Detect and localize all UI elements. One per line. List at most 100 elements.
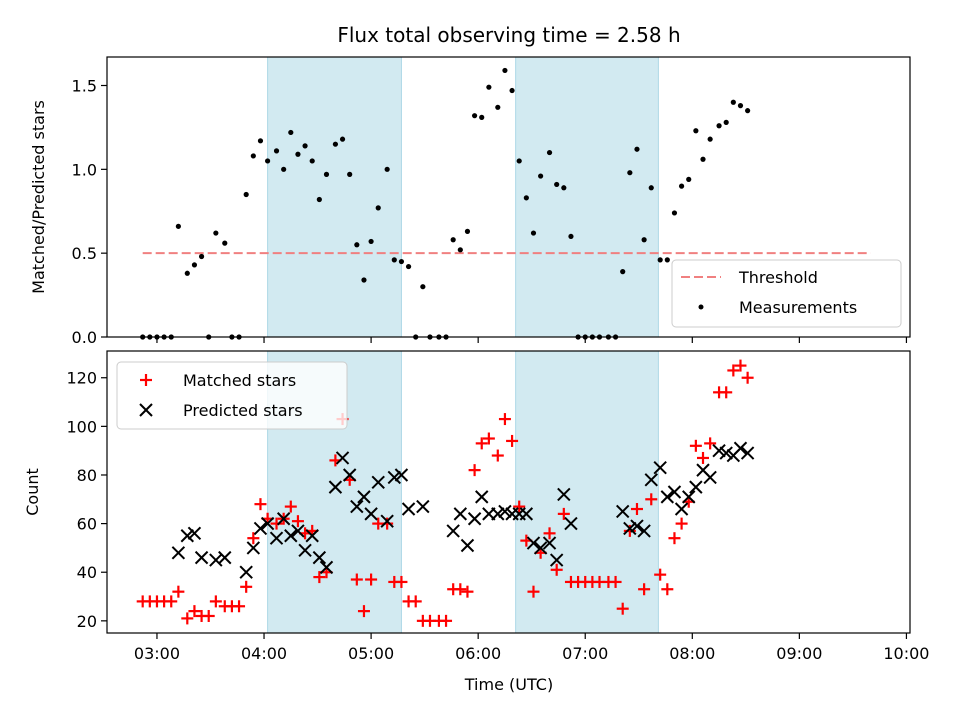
measurement-point xyxy=(634,146,640,152)
matched-legend-swatch xyxy=(140,374,152,386)
matched-star-point xyxy=(491,449,504,462)
chart-title: Flux total observing time = 2.58 h xyxy=(337,23,680,47)
predicted-star-point xyxy=(350,499,364,514)
measurement-point xyxy=(538,173,544,179)
matched-star-point xyxy=(527,585,540,598)
predicted-star-point xyxy=(357,490,371,504)
measurement-point xyxy=(273,148,280,154)
predicted-star-point xyxy=(533,541,548,555)
measurement-point xyxy=(686,176,692,182)
matched-star-point xyxy=(202,609,215,622)
bottom-y-axis-label: Count xyxy=(23,468,42,516)
measurement-point xyxy=(671,210,678,216)
measurement-point xyxy=(464,228,471,234)
matched-star-point xyxy=(181,612,194,625)
predicted-star-point xyxy=(284,529,298,543)
measurement-point xyxy=(375,205,381,211)
measurement-point xyxy=(700,156,706,162)
matched-star-point xyxy=(645,493,658,506)
matched-star-point xyxy=(704,437,717,450)
top-legend-box xyxy=(671,259,902,328)
measurement-point xyxy=(316,196,322,203)
measurement-point xyxy=(627,170,633,176)
predicted-star-point xyxy=(260,516,275,531)
bottom-y-ticks: 20 40 60 80 100 120 xyxy=(66,369,107,631)
predicted-star-point xyxy=(557,487,571,502)
observing-interval-1 xyxy=(267,56,402,338)
measurement-point xyxy=(657,257,663,263)
measurement-point xyxy=(288,129,294,136)
matched-star-point xyxy=(557,507,570,520)
predicted-legend-swatch xyxy=(139,403,153,417)
measurement-point xyxy=(265,158,271,164)
measurement-point xyxy=(620,269,626,275)
predicted-star-point xyxy=(564,516,578,531)
predicted-star-point xyxy=(180,529,195,543)
top-plot-frame xyxy=(106,56,911,338)
matched-star-point xyxy=(630,503,643,516)
predicted-star-point xyxy=(453,507,468,521)
measurement-point xyxy=(420,284,426,290)
measurement-point xyxy=(664,257,670,263)
predicted-star-point xyxy=(519,507,534,521)
x-tick-label: 07:00 xyxy=(562,644,608,663)
y-tick-label: 120 xyxy=(66,369,97,388)
matched-star-point xyxy=(233,600,246,613)
matched-star-point xyxy=(697,451,710,464)
matched-star-point xyxy=(454,583,467,596)
matched-star-point xyxy=(165,595,178,608)
measurement-point xyxy=(339,136,346,142)
predicted-star-point xyxy=(653,460,667,475)
measurement-point xyxy=(516,158,522,164)
top-x-ticks xyxy=(156,337,908,343)
measurement-point xyxy=(384,166,390,172)
predicted-star-point xyxy=(526,536,541,550)
measurement-point xyxy=(222,240,228,246)
matched-star-point xyxy=(506,434,519,447)
matched-star-point xyxy=(188,605,201,618)
measurement-point xyxy=(347,171,353,177)
matched-star-point xyxy=(482,432,495,445)
measurement-point xyxy=(471,113,478,119)
matched-star-point xyxy=(616,602,629,615)
measurement-point xyxy=(737,103,744,109)
measurement-point xyxy=(398,258,405,265)
measurement-point xyxy=(391,257,397,263)
predicted-star-point xyxy=(703,470,717,485)
bottom-shaded-intervals xyxy=(267,350,659,634)
matched-star-point xyxy=(734,359,747,372)
y-tick-label: 40 xyxy=(77,563,97,582)
measurement-point xyxy=(502,67,508,74)
measurement-point xyxy=(693,128,699,134)
matched-star-point xyxy=(689,439,702,452)
matched-star-point xyxy=(247,532,260,545)
matched-star-point xyxy=(409,595,422,608)
predicted-star-point xyxy=(475,490,489,504)
predicted-star-point xyxy=(328,480,343,494)
predicted-star-point xyxy=(239,565,253,579)
measurements-legend-label: Measurements xyxy=(739,298,857,317)
y-tick-label: 80 xyxy=(77,466,97,485)
matched-star-point xyxy=(440,614,453,627)
predicted-star-point xyxy=(387,470,402,485)
matched-star-point xyxy=(365,573,378,586)
measurement-point xyxy=(648,185,654,191)
measurement-point xyxy=(368,238,374,245)
measurement-point xyxy=(523,195,529,201)
predicted-star-point xyxy=(674,502,689,516)
matched-star-point xyxy=(395,575,408,588)
x-tick-label: 04:00 xyxy=(241,644,287,663)
predicted-star-point xyxy=(682,490,696,504)
matched-star-point xyxy=(284,500,297,513)
measurement-point xyxy=(309,158,315,164)
predicted-star-point xyxy=(342,468,357,482)
x-tick-label: 05:00 xyxy=(348,644,394,663)
matched-star-point xyxy=(609,575,622,588)
y-tick-label: 1.0 xyxy=(72,160,97,179)
measurement-point xyxy=(479,114,485,120)
measurement-point xyxy=(191,262,198,268)
top-y-axis-label: Matched/Predicted stars xyxy=(29,100,48,294)
predicted-star-point xyxy=(194,550,209,565)
predicted-star-point xyxy=(319,560,334,575)
